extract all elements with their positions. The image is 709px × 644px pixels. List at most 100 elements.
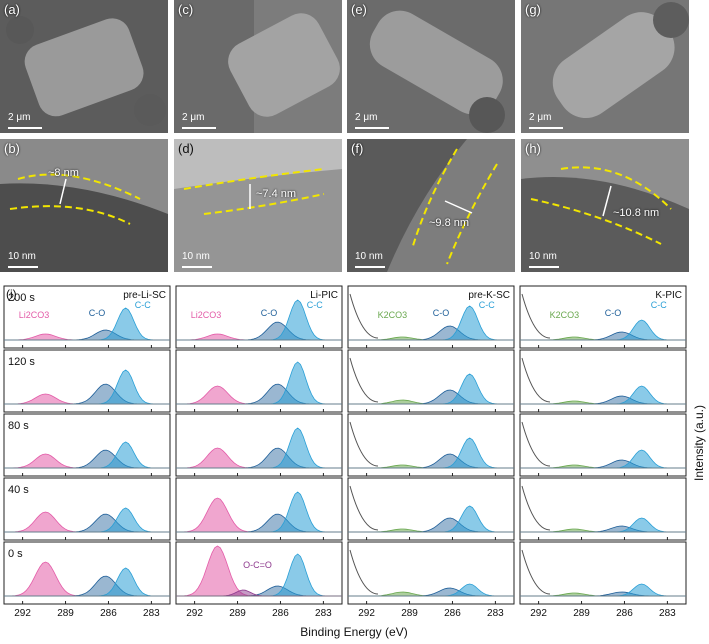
scale-text: 10 nm (8, 251, 36, 262)
xps-panel: 80 s (3, 413, 171, 477)
tick-label: 292 (14, 608, 31, 619)
tem-image-d (174, 139, 342, 272)
panel-frame (519, 541, 687, 605)
thickness-label: ~7.4 nm (256, 188, 297, 200)
tick-label: 286 (616, 608, 633, 619)
xps-panel: pre-K-SC K2CO3 C-O C-C (347, 285, 515, 349)
tem-image-b (0, 139, 168, 272)
scale-text: 2 μm (355, 112, 378, 123)
xps-panel (519, 477, 687, 541)
x-axis-label: Binding Energy (eV) (300, 625, 407, 639)
xps-panel: 120 s (3, 349, 171, 413)
tick-label: 292 (358, 608, 375, 619)
xps-panel: O-C=O (175, 541, 343, 605)
thickness-label: ~10.8 nm (613, 207, 660, 219)
scale-bar (529, 127, 563, 129)
y-axis-label: Intensity (a.u.) (692, 405, 706, 481)
xps-panel (519, 541, 687, 605)
k2p-tail (521, 293, 551, 339)
k2p-tail (521, 549, 551, 595)
xps-panel (175, 477, 343, 541)
xps-panel (519, 413, 687, 477)
tick-label: 283 (659, 608, 676, 619)
scale-bar (355, 266, 385, 268)
sem-panel-a: (a) 2 μm (0, 0, 168, 133)
time-label: 40 s (8, 484, 29, 496)
tick-label: 286 (100, 608, 117, 619)
carbonate-label: Li2CO3 (19, 310, 50, 320)
co-label: C-O (433, 308, 450, 318)
tem-image-h (521, 139, 689, 272)
column-title: pre-K-SC (468, 290, 510, 301)
tick-label: 289 (573, 608, 590, 619)
scale-text: 10 nm (355, 251, 383, 262)
k2p-tail (521, 421, 551, 467)
k2p-tail (349, 421, 379, 467)
panel-label: (i) (6, 287, 17, 301)
time-label: 0 s (8, 548, 23, 560)
column-title: Li-PIC (310, 290, 338, 301)
time-label: 80 s (8, 420, 29, 432)
k2p-tail (349, 549, 379, 595)
carbonate-label: K2CO3 (550, 310, 580, 320)
thickness-label: ~8 nm (48, 167, 79, 179)
tick-label: 283 (315, 608, 332, 619)
oco-label: O-C=O (243, 560, 272, 570)
panel-label: (g) (525, 2, 541, 17)
tem-panel-f: (f) ~9.8 nm 10 nm (347, 139, 515, 272)
tem-panel-h: (h) ~10.8 nm 10 nm (521, 139, 689, 272)
tick-label: 286 (272, 608, 289, 619)
tick-label: 283 (487, 608, 504, 619)
panel-label: (a) (4, 2, 20, 17)
k2p-tail (349, 293, 379, 339)
sem-panel-e: (e) 2 μm (347, 0, 515, 133)
xps-panel (519, 349, 687, 413)
sem-panel-g: (g) 2 μm (521, 0, 689, 133)
scale-bar (8, 266, 38, 268)
xps-panel: 200 s pre-Li-SC (i)Li2CO3 C-O C-C (3, 285, 171, 349)
scale-bar (182, 266, 212, 268)
co-label: C-O (605, 308, 622, 318)
tem-image-f (347, 139, 515, 272)
cc-label: C-C (479, 300, 495, 310)
tem-panel-b: (b) ~8 nm 10 nm (0, 139, 168, 272)
tick-label: 289 (229, 608, 246, 619)
xps-panel (347, 477, 515, 541)
sem-image-a (0, 0, 168, 133)
co-label: C-O (89, 308, 106, 318)
panel-label: (d) (178, 141, 194, 156)
panel-label: (c) (178, 2, 194, 17)
xps-panel: Li-PIC Li2CO3 C-O C-C (175, 285, 343, 349)
k2p-tail (349, 357, 379, 403)
panel-label: (b) (4, 141, 20, 156)
sem-image-g (521, 0, 689, 133)
column-title: K-PIC (655, 290, 682, 301)
scale-bar (529, 266, 559, 268)
panel-label: (f) (351, 141, 364, 156)
k2p-tail (521, 485, 551, 531)
panel-label: (h) (525, 141, 541, 156)
thickness-label: ~9.8 nm (429, 217, 470, 229)
xps-panel (347, 541, 515, 605)
k2p-tail (521, 357, 551, 403)
scale-bar (8, 127, 42, 129)
xps-panel (175, 413, 343, 477)
cc-label: C-C (307, 300, 323, 310)
sem-image-c (174, 0, 342, 133)
tick-label: 289 (401, 608, 418, 619)
xps-panel: 0 s (3, 541, 171, 605)
xps-panel: 40 s (3, 477, 171, 541)
tick-label: 292 (186, 608, 203, 619)
k2p-tail (349, 485, 379, 531)
carbonate-label: K2CO3 (378, 310, 408, 320)
xps-panel (347, 349, 515, 413)
time-label: 200 s (8, 292, 35, 304)
carbonate-label: Li2CO3 (191, 310, 222, 320)
scale-bar (182, 127, 216, 129)
cc-label: C-C (651, 300, 667, 310)
sem-panel-c: (c) 2 μm (174, 0, 342, 133)
xps-panel: K-PIC K2CO3 C-O C-C (519, 285, 687, 349)
xps-panel (347, 413, 515, 477)
scale-bar (355, 127, 389, 129)
co-label: C-O (261, 308, 278, 318)
